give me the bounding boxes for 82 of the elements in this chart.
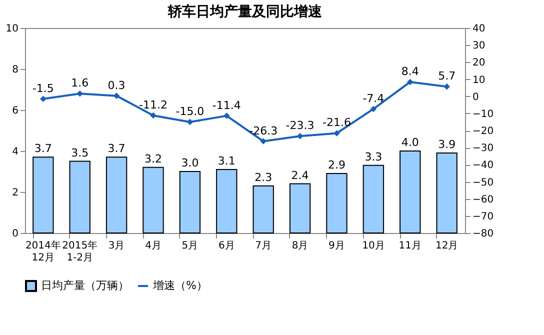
point [40,96,46,102]
point [186,118,194,126]
y-tick-label: 4 [12,146,18,158]
y-tick-label: 2 [12,188,18,198]
x-tick-label: 10月 [362,240,385,252]
data-label: -7.4 [362,92,384,105]
y2-tick-label: 10 [472,74,486,86]
x-tick-label: 2014年 12月 [25,240,61,264]
bar [32,156,54,234]
point [260,138,267,144]
x-tick-label: 4月 [145,240,162,252]
y2-tick-label: −60 [472,194,494,206]
x-tick-label: 5月 [182,240,198,252]
y2-tick-label: −50 [472,177,494,188]
point [406,78,414,86]
point [150,112,156,119]
y2-tick-label: 0 [472,92,479,103]
data-label: -1.5 [32,82,54,95]
y2-tick-label: −80 [472,228,494,240]
x-tick-label: 12月 [435,240,458,252]
bar [69,160,90,234]
data-label: 4.0 [401,136,419,149]
data-label: 2.4 [291,168,309,182]
bar [142,166,164,234]
data-label: 0.3 [108,78,126,92]
bar [326,173,348,234]
data-label: -23.3 [286,119,314,132]
x-tick-label: 8月 [292,240,308,252]
y2-tick-label: −20 [472,126,494,137]
bar [400,150,421,234]
chart-title: 轿车日均产量及同比增速 [167,3,323,20]
point [113,92,120,99]
point [370,106,377,112]
x-tick-label: 6月 [218,240,235,252]
x-tick-label: 11月 [398,240,422,252]
data-label: 5.7 [438,70,456,83]
data-label: 8.4 [401,64,419,78]
y2-tick-label: −30 [472,143,494,154]
y-tick-label: 8 [12,64,18,76]
bar [106,156,128,234]
data-label: -15.0 [176,104,204,118]
x-tick-label: 3月 [108,240,125,252]
legend-label: 日均产量（万辆） [41,279,129,292]
point [444,83,450,90]
data-label: -11.2 [139,98,168,112]
bar [179,171,201,234]
y2-tick-label: −10 [472,108,494,120]
y-tick-label: 0 [12,228,18,240]
bar [289,183,311,234]
bar [216,168,238,234]
data-label: 3.3 [364,150,382,164]
data-label: 3.7 [34,142,52,156]
x-tick-label: 7月 [255,240,272,252]
data-label: 3.5 [71,146,89,160]
data-label: -21.6 [322,116,351,130]
data-label: 1.6 [71,76,89,90]
x-tick-label: 2015年 1-2月 [62,240,98,264]
y-tick-label: 6 [12,106,18,116]
data-label: 3.0 [181,156,199,170]
y2-tick-label: 20 [472,58,486,69]
point [76,90,84,97]
bar [252,185,274,234]
data-label: -26.3 [249,124,278,138]
y2-tick-label: 30 [472,40,486,52]
data-label: 2.3 [254,170,272,184]
data-label: 2.9 [328,158,346,172]
y2-tick-label: 40 [472,24,486,34]
data-label: 3.1 [218,154,236,168]
point [334,130,340,136]
y-tick-label: 10 [6,24,18,34]
y2-tick-label: −40 [472,160,494,172]
point [296,132,304,140]
data-label: 3.9 [438,138,456,152]
x-tick-label: 9月 [328,240,345,252]
legend-label: 增速（%） [152,279,208,292]
bar [436,152,458,234]
data-label: -11.4 [212,98,241,112]
data-label: 3.7 [108,142,126,156]
point [223,112,230,119]
y2-tick-label: −70 [472,211,494,222]
data-label: 3.2 [144,152,162,166]
bar [362,164,384,234]
